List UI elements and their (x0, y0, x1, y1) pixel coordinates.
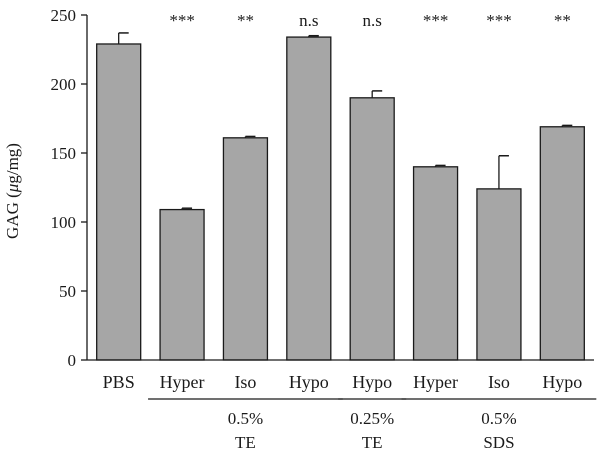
category-label: Hyper (413, 372, 458, 392)
significance-label: *** (169, 11, 195, 30)
y-axis-title: GAG (μg/mg) (3, 143, 22, 239)
bars (96, 36, 585, 361)
bar (159, 208, 205, 361)
significance-label: ** (554, 11, 571, 30)
y-axis-title-suffix: g/mg) (3, 143, 22, 184)
bar (539, 126, 585, 361)
bar (476, 188, 522, 361)
category-label: Hyper (160, 372, 205, 392)
y-axis-title-prefix: GAG ( (3, 192, 22, 239)
group-label-line2: TE (235, 433, 256, 452)
y-tick-label: 150 (51, 144, 77, 163)
bar (96, 43, 142, 361)
significance-label: *** (486, 11, 512, 30)
significance-label: n.s (299, 11, 318, 30)
group-label-line2: TE (362, 433, 383, 452)
error-bars (118, 32, 573, 210)
y-tick-label: 250 (51, 6, 77, 25)
category-label: Hypo (289, 372, 329, 392)
y-tick-label: 0 (68, 351, 77, 370)
category-label: Hypo (352, 372, 392, 392)
significance-label: ** (237, 11, 254, 30)
significance-label: n.s (363, 11, 382, 30)
y-tick-label: 100 (51, 213, 77, 232)
group-label-line1: 0.5% (481, 409, 516, 428)
significance-labels: *** ** n.s n.s *** *** ** (169, 11, 571, 30)
bar (349, 97, 395, 361)
y-ticks: 0 50 100 150 200 250 (51, 6, 87, 370)
bar (412, 166, 459, 361)
significance-label: *** (423, 11, 449, 30)
y-tick-label: 50 (59, 282, 76, 301)
y-axis-title-mu: μ (3, 184, 22, 194)
category-label: PBS (103, 372, 135, 392)
bar (286, 36, 332, 361)
category-label: Iso (488, 372, 510, 392)
bar (222, 137, 269, 361)
axes (86, 15, 594, 361)
category-label: Hypo (542, 372, 582, 392)
y-tick-label: 200 (51, 75, 77, 94)
group-label-line1: 0.5% (228, 409, 263, 428)
category-label: Iso (234, 372, 256, 392)
group-label-line1: 0.25% (350, 409, 394, 428)
group-label-line2: SDS (483, 433, 514, 452)
category-labels: PBS Hyper Iso Hypo Hypo Hyper Iso Hypo (103, 372, 583, 392)
group-labels: 0.5% TE 0.25% TE 0.5% SDS (148, 398, 597, 452)
